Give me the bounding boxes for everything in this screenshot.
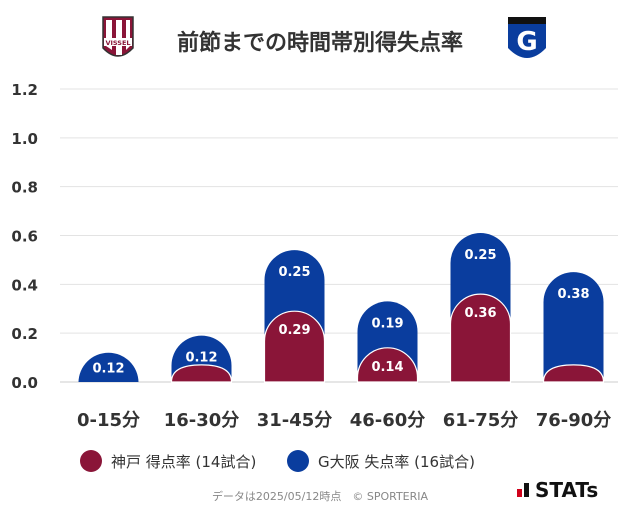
- x-tick-label: 76-90分: [536, 410, 612, 431]
- data-label-gamba: 0.25: [278, 265, 310, 280]
- bar-gamba: [543, 272, 604, 382]
- y-tick-label: 0.6: [11, 228, 38, 246]
- data-label-gamba: 0.38: [557, 287, 589, 302]
- y-tick-label: 0.0: [11, 374, 38, 392]
- bar-gamba: [78, 352, 139, 383]
- vissel-kobe-crest: VISSEL: [102, 16, 134, 57]
- legend-marker-kobe: [80, 450, 102, 472]
- bars: 0.12 0.12 0.25 0.29 0.19 0.14 0.25 0.36 0.38: [78, 233, 605, 383]
- vissel-logo-text: VISSEL: [105, 39, 130, 47]
- x-tick-label: 31-45分: [257, 410, 333, 431]
- data-label-gamba: 0.19: [371, 316, 403, 331]
- data-label-gamba: 0.12: [92, 361, 124, 376]
- bar-kobe: [449, 293, 512, 383]
- legend-label-kobe: 神戸 得点率 (14試合): [111, 453, 256, 471]
- y-tick-label: 0.8: [11, 179, 38, 197]
- data-label-kobe: 0.29: [278, 323, 310, 338]
- stats-logo-bar-black: [524, 483, 529, 497]
- stats-logo: STATs: [517, 478, 598, 502]
- x-tick-label: 46-60分: [350, 410, 426, 431]
- bar-kobe: [263, 310, 326, 383]
- page-title: 前節までの時間帯別得失点率: [177, 30, 463, 56]
- x-tick-label: 16-30分: [164, 410, 240, 431]
- x-tick-label: 0-15分: [77, 410, 140, 431]
- bar-kobe: [356, 347, 419, 383]
- x-axis-labels: 0-15分 16-30分 31-45分 46-60分 61-75分 76-90分: [77, 410, 611, 431]
- bar-kobe: [542, 364, 605, 383]
- y-tick-label: 1.2: [11, 81, 38, 99]
- gamba-logo-text: G: [516, 27, 537, 57]
- y-axis-ticks: 0.0 0.2 0.4 0.6 0.8 1.0 1.2: [11, 81, 38, 392]
- stats-brand: STATs: [535, 478, 598, 502]
- y-tick-label: 0.2: [11, 325, 38, 343]
- data-label-gamba: 0.25: [464, 248, 496, 263]
- gamba-osaka-crest: G: [508, 17, 546, 58]
- bar-kobe: [170, 364, 233, 383]
- legend-marker-gamba: [287, 450, 309, 472]
- x-tick-label: 61-75分: [443, 410, 519, 431]
- grid-lines: [60, 88, 618, 383]
- legend: 神戸 得点率 (14試合) G大阪 失点率 (16試合): [80, 450, 475, 472]
- data-label-kobe: 0.36: [464, 306, 496, 321]
- data-label-kobe: 0.14: [371, 360, 403, 375]
- y-tick-label: 1.0: [11, 130, 38, 148]
- data-label-gamba: 0.12: [185, 351, 217, 366]
- y-tick-label: 0.4: [11, 276, 38, 294]
- legend-label-gamba: G大阪 失点率 (16試合): [318, 453, 475, 471]
- footer-note: データは2025/05/12時点 © SPORTERIA: [212, 489, 429, 503]
- stats-logo-bar-red: [517, 489, 522, 497]
